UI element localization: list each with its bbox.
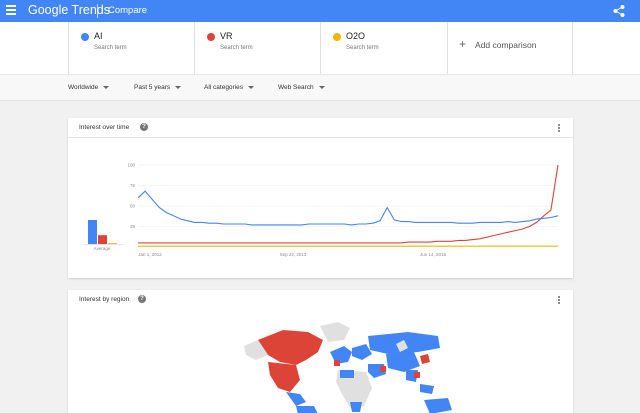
term-type: Search term bbox=[346, 45, 379, 51]
help-icon[interactable]: ? bbox=[140, 123, 148, 131]
average-bar-vr[interactable] bbox=[98, 235, 107, 244]
x-tick-label: Jan 1, 2012 bbox=[138, 252, 162, 257]
average-bar-o2o[interactable] bbox=[108, 243, 117, 244]
x-tick-label: Sep 22, 2013 bbox=[280, 252, 307, 257]
map-region-iran[interactable] bbox=[380, 366, 386, 372]
x-tick-label: Jun 14, 2015 bbox=[420, 252, 447, 257]
search-term-ai[interactable]: AI Search term bbox=[68, 22, 194, 74]
map-region-japan[interactable] bbox=[420, 354, 430, 364]
term-color-dot bbox=[333, 33, 341, 41]
y-tick-label: 75 bbox=[130, 183, 136, 188]
more-options-icon[interactable] bbox=[558, 296, 561, 305]
map-region-africa[interactable] bbox=[336, 370, 372, 410]
region-filter[interactable]: Worldwide bbox=[68, 84, 110, 91]
series-line-vr[interactable] bbox=[138, 164, 559, 244]
map-region-europe-west[interactable] bbox=[330, 346, 352, 364]
card-title: Interest over time bbox=[79, 124, 130, 131]
category-filter-label: All categories bbox=[204, 84, 244, 91]
brand-divider bbox=[97, 4, 98, 18]
add-comparison-label: Add comparison bbox=[475, 40, 537, 50]
term-name: AI bbox=[94, 31, 103, 41]
map-region-uk[interactable] bbox=[334, 360, 340, 366]
time-filter-label: Past 5 years bbox=[134, 84, 171, 91]
series-line-ai[interactable] bbox=[137, 190, 559, 226]
y-tick-label: 50 bbox=[130, 204, 136, 209]
interest-over-time-card: Interest over time ? 100 75 50 25 Jan 1, 20… bbox=[68, 118, 573, 278]
term-name: O2O bbox=[346, 31, 366, 41]
interest-over-time-chart: 100 75 50 25 Jan 1, 2012 Sep 22, 2013 Jun 14,… bbox=[83, 163, 559, 257]
y-tick-label: 100 bbox=[127, 163, 135, 168]
average-bar-ai[interactable] bbox=[88, 220, 97, 244]
chevron-down-icon bbox=[103, 85, 110, 89]
brand-logo[interactable]: Google Trends bbox=[28, 3, 110, 17]
world-map[interactable] bbox=[68, 310, 573, 413]
map-region-mongolia[interactable] bbox=[396, 340, 408, 352]
y-tick-label: 25 bbox=[130, 224, 136, 229]
map-region-north-africa[interactable] bbox=[340, 370, 354, 378]
map-region-southeast-asia[interactable] bbox=[420, 384, 434, 394]
card-title: Interest by region bbox=[79, 296, 130, 303]
help-icon[interactable]: ? bbox=[138, 295, 146, 303]
search-type-filter[interactable]: Web Search bbox=[278, 84, 325, 91]
region-filter-label: Worldwide bbox=[68, 84, 99, 91]
filter-bar: Worldwide Past 5 years All categories We… bbox=[0, 74, 640, 101]
chevron-down-icon bbox=[248, 85, 255, 89]
top-app-bar: Google Trends Compare bbox=[0, 0, 640, 22]
comparison-bar: AI Search term VR Search term O2O Search… bbox=[0, 22, 640, 74]
map-region-south-america[interactable] bbox=[296, 406, 320, 413]
chevron-down-icon bbox=[318, 85, 325, 89]
average-label: Average bbox=[94, 246, 111, 251]
map-region-central-america[interactable] bbox=[286, 392, 306, 406]
map-region-north-america[interactable] bbox=[258, 330, 323, 365]
share-icon[interactable] bbox=[612, 4, 626, 18]
map-region-greenland[interactable] bbox=[320, 322, 350, 342]
map-region-australia[interactable] bbox=[424, 398, 452, 413]
chevron-down-icon bbox=[175, 85, 182, 89]
map-region-alaska[interactable] bbox=[244, 340, 268, 360]
menu-icon[interactable] bbox=[6, 5, 16, 17]
add-comparison-button[interactable]: + Add comparison bbox=[447, 22, 573, 74]
map-region-korea[interactable] bbox=[414, 372, 420, 378]
map-region-europe-east[interactable] bbox=[352, 344, 372, 360]
term-type: Search term bbox=[220, 45, 253, 51]
interest-by-region-card: Interest by region ? bbox=[68, 290, 573, 413]
page-title: Compare bbox=[108, 5, 148, 16]
map-region-china[interactable] bbox=[386, 352, 420, 372]
more-options-icon[interactable] bbox=[558, 124, 561, 133]
term-type: Search term bbox=[94, 45, 127, 51]
search-term-o2o[interactable]: O2O Search term bbox=[320, 22, 447, 74]
plus-icon: + bbox=[459, 37, 467, 51]
category-filter[interactable]: All categories bbox=[204, 84, 255, 91]
term-name: VR bbox=[220, 31, 233, 41]
map-region-south-africa[interactable] bbox=[350, 402, 362, 412]
card-divider bbox=[68, 137, 573, 138]
term-color-dot bbox=[207, 33, 215, 41]
term-color-dot bbox=[81, 33, 89, 41]
search-term-vr[interactable]: VR Search term bbox=[194, 22, 320, 74]
search-type-filter-label: Web Search bbox=[278, 84, 314, 91]
map-region-united-states[interactable] bbox=[268, 362, 300, 392]
time-filter[interactable]: Past 5 years bbox=[134, 84, 182, 91]
